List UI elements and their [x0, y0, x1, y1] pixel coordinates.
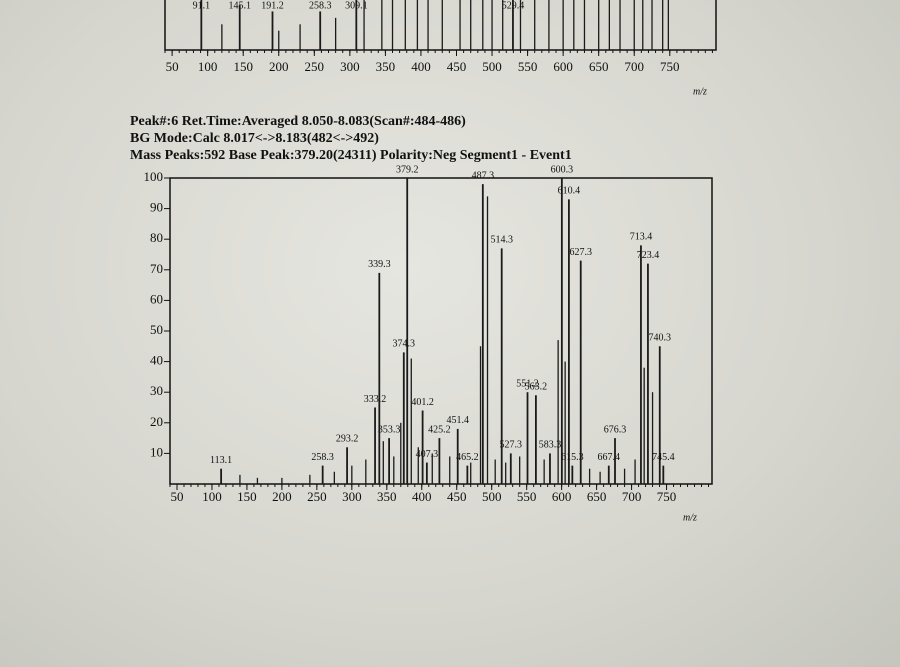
y-tick-label: 70	[150, 261, 163, 276]
peak-label: 379.2	[396, 164, 419, 175]
x-tick-label: 350	[377, 489, 397, 504]
header-line: Peak#:6 Ret.Time:Averaged 8.050-8.083(Sc…	[130, 114, 466, 129]
x-axis-label: m/z	[683, 512, 697, 523]
peak-label: 91.1	[193, 0, 211, 11]
y-tick-label: 90	[150, 200, 163, 215]
x-tick-label: 500	[482, 59, 502, 74]
x-tick-label: 200	[272, 489, 292, 504]
peak-label: 610.4	[558, 186, 581, 197]
y-tick-label: 30	[150, 383, 163, 398]
x-tick-label: 700	[622, 489, 642, 504]
y-tick-label: 100	[144, 169, 164, 184]
header-line: BG Mode:Calc 8.017<->8.183(482<->492)	[130, 131, 379, 146]
header-line: Mass Peaks:592 Base Peak:379.20(24311) P…	[130, 148, 572, 163]
peak-label: 465.2	[456, 452, 479, 463]
x-tick-label: 550	[517, 489, 537, 504]
x-tick-label: 250	[307, 489, 327, 504]
y-tick-label: 50	[150, 322, 163, 337]
x-tick-label: 150	[237, 489, 257, 504]
peak-label: 401.2	[411, 397, 434, 408]
y-tick-label: 10	[150, 444, 163, 459]
x-tick-label: 750	[657, 489, 677, 504]
peak-label: 293.2	[336, 434, 359, 445]
x-tick-label: 600	[553, 59, 573, 74]
peak-label: 527.3	[500, 440, 523, 451]
peak-label: 667.4	[598, 452, 621, 463]
y-tick-label: 40	[150, 353, 163, 368]
x-tick-label: 500	[482, 489, 502, 504]
peak-label: 113.1	[210, 455, 232, 466]
peak-label: 627.3	[569, 247, 592, 258]
x-tick-label: 300	[340, 59, 360, 74]
x-tick-label: 650	[589, 59, 609, 74]
peak-label: 309.1	[345, 0, 368, 11]
x-tick-label: 50	[170, 489, 183, 504]
peak-label: 339.3	[368, 259, 391, 270]
peak-label: 333.2	[364, 394, 387, 405]
x-tick-label: 150	[233, 59, 253, 74]
peak-label: 676.3	[604, 424, 627, 435]
peak-label: 713.4	[630, 232, 653, 243]
peak-label: 740.3	[649, 333, 672, 344]
x-tick-label: 450	[447, 489, 467, 504]
x-tick-label: 550	[518, 59, 538, 74]
peak-label: 723.4	[637, 250, 660, 261]
x-tick-label: 200	[269, 59, 289, 74]
x-tick-label: 400	[412, 489, 432, 504]
peak-label: 145.1	[228, 0, 251, 11]
x-tick-label: 50	[166, 59, 179, 74]
peak-label: 487.3	[472, 170, 495, 181]
x-tick-label: 650	[587, 489, 607, 504]
peak-label: 583.3	[539, 440, 562, 451]
y-tick-label: 60	[150, 291, 163, 306]
x-tick-label: 100	[202, 489, 222, 504]
peak-label: 745.4	[652, 452, 675, 463]
x-tick-label: 250	[305, 59, 325, 74]
peak-label: 563.2	[525, 382, 548, 393]
peak-label: 600.3	[551, 164, 574, 175]
y-tick-label: 20	[150, 414, 163, 429]
peak-label: 529.4	[502, 0, 525, 11]
peak-label: 615.3	[561, 452, 584, 463]
x-tick-label: 400	[411, 59, 431, 74]
peak-label: 191.2	[261, 0, 284, 11]
peak-label: 258.3	[309, 0, 332, 11]
peak-label: 374.3	[393, 339, 416, 350]
y-tick-label: 80	[150, 230, 163, 245]
x-tick-label: 600	[552, 489, 572, 504]
plot-frame	[164, 0, 717, 51]
peak-label: 451.4	[446, 415, 469, 426]
plot-frame	[169, 177, 713, 485]
x-tick-label: 700	[624, 59, 644, 74]
peak-label: 258.3	[311, 452, 334, 463]
x-tick-label: 350	[376, 59, 396, 74]
peak-label: 551.2	[516, 378, 539, 389]
x-tick-label: 100	[198, 59, 218, 74]
peak-label: 514.3	[490, 235, 513, 246]
x-axis-label: m/z	[693, 86, 707, 97]
peak-label: 425.2	[428, 424, 451, 435]
x-tick-label: 300	[342, 489, 362, 504]
peak-label: 407.3	[416, 449, 439, 460]
x-tick-label: 750	[660, 59, 680, 74]
peak-label: 353.3	[378, 424, 401, 435]
x-tick-label: 450	[447, 59, 467, 74]
